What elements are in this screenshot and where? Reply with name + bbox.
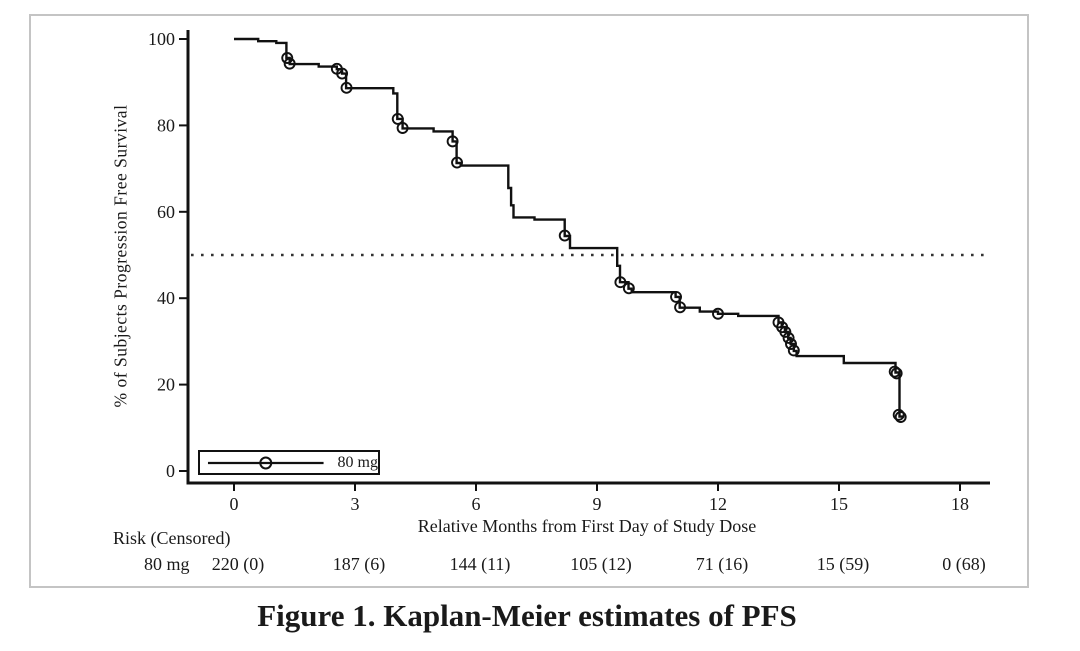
- censor-mark: [622, 282, 635, 295]
- y-tick-label: 20: [157, 375, 175, 395]
- censor-mark: [890, 367, 903, 380]
- risk-row-label: 80 mg: [144, 554, 190, 574]
- x-tick-label: 3: [350, 494, 359, 514]
- x-tick-label: 18: [951, 494, 969, 514]
- censor-mark: [670, 290, 682, 303]
- km-curve-80mg: [234, 37, 905, 418]
- censor-mark: [451, 156, 463, 169]
- x-axis-label: Relative Months from First Day of Study …: [417, 516, 757, 536]
- risk-value: 71 (16): [696, 554, 749, 575]
- censor-mark: [782, 331, 795, 344]
- figure-title: Figure 1. Kaplan-Meier estimates of PFS: [257, 598, 797, 633]
- risk-value: 105 (12): [570, 554, 632, 575]
- censor-mark: [894, 411, 907, 423]
- censor-mark: [787, 344, 800, 357]
- risk-table-header: Risk (Censored): [113, 528, 231, 548]
- censor-mark: [283, 57, 296, 70]
- x-tick-label: 6: [471, 494, 480, 514]
- x-tick-label: 15: [830, 494, 848, 514]
- y-tick-label: 0: [166, 461, 175, 481]
- censor-mark: [785, 338, 797, 350]
- censor-mark: [892, 408, 905, 421]
- x-tick-label: 9: [592, 494, 601, 514]
- censor-mark: [396, 122, 409, 134]
- censor-mark: [712, 307, 724, 320]
- risk-value: 15 (59): [817, 554, 870, 575]
- x-tick-label: 12: [709, 494, 727, 514]
- censor-mark: [446, 135, 459, 148]
- y-tick-label: 80: [157, 115, 175, 135]
- risk-value: 0 (68): [942, 554, 986, 575]
- censor-mark: [779, 325, 792, 338]
- censor-mark: [614, 276, 627, 289]
- x-tick-label: 0: [230, 494, 239, 514]
- censor-mark: [391, 112, 404, 125]
- figure-frame: [29, 14, 1029, 588]
- censor-mark: [340, 81, 353, 94]
- censor-mark: [558, 229, 571, 242]
- censor-mark: [281, 52, 294, 64]
- risk-value: 144 (11): [450, 554, 511, 575]
- y-axis-label: % of Subjects Progression Free Survival: [110, 104, 131, 408]
- censor-mark: [888, 365, 901, 378]
- censor-mark: [336, 67, 349, 80]
- legend: 80 mg: [198, 450, 380, 475]
- legend-marker-icon: [207, 456, 324, 469]
- y-tick-label: 40: [157, 288, 175, 308]
- risk-value: 220 (0): [212, 554, 265, 575]
- censor-mark: [674, 301, 687, 314]
- risk-value: 187 (6): [333, 554, 386, 575]
- legend-label: 80 mg: [337, 453, 378, 471]
- y-tick-label: 100: [148, 29, 175, 49]
- y-tick-label: 60: [157, 202, 175, 222]
